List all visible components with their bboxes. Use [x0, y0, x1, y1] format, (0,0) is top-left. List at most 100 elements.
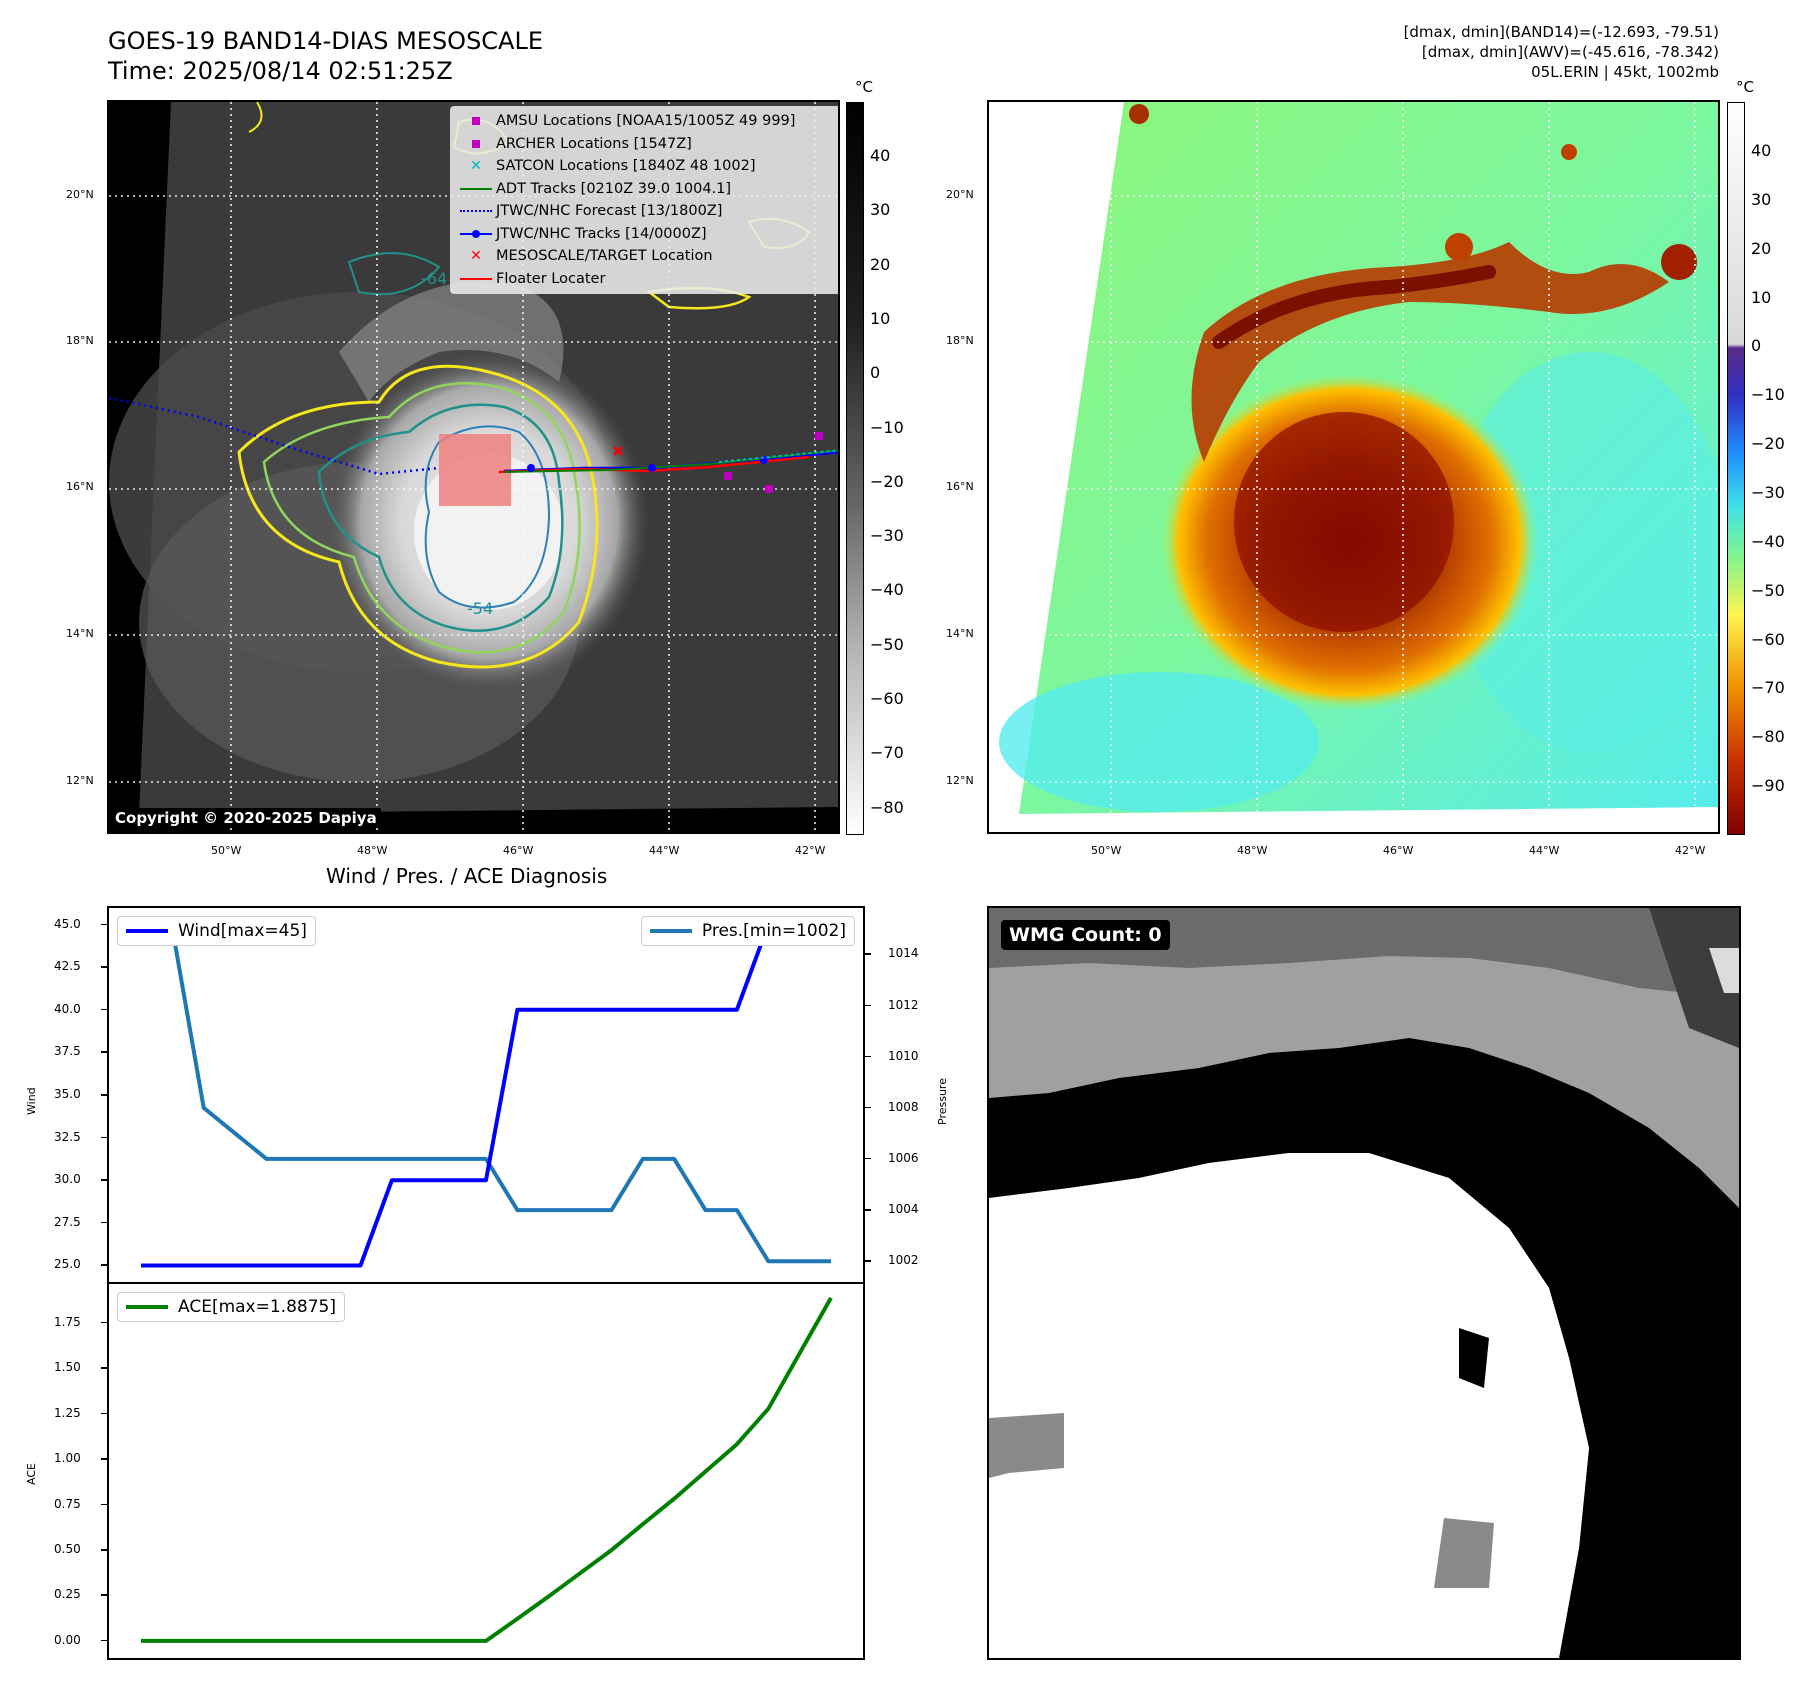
colorbar-tick-label: −50	[1751, 580, 1785, 600]
colorbar-tick-label: 40	[1751, 141, 1772, 160]
colorbar-tick-label: −30	[870, 526, 904, 546]
ace-legend-line	[126, 1305, 168, 1309]
wind-tick-mark	[101, 1136, 107, 1139]
wind-legend-line	[126, 929, 168, 933]
legend-entry: JTWC/NHC Forecast [13/1800Z]	[456, 200, 836, 223]
colorbar-tick-label: −90	[1751, 776, 1785, 796]
wind-tick-mark	[101, 1008, 107, 1011]
wind-tick-mark	[101, 1179, 107, 1181]
colorbar-tick-label: 30	[870, 200, 891, 220]
pressure-legend-label: Pres.[min=1002]	[701, 921, 846, 941]
wind-tick-label: 37.5	[54, 1044, 81, 1059]
legend-entry: ARCHER Locations [1547Z]	[456, 133, 836, 156]
legend-square-symbol	[456, 110, 496, 132]
title-line-2: Time: 2025/08/14 02:51:25Z	[108, 57, 453, 85]
colorbar-tick-label: 20	[1751, 238, 1772, 258]
ace-tick-label: 0.00	[54, 1632, 81, 1647]
wind-legend: Wind[max=45]	[117, 916, 316, 946]
legend-label: ADT Tracks [0210Z 39.0 1004.1]	[496, 180, 732, 197]
legend-label: MESOSCALE/TARGET Location	[496, 248, 713, 265]
ace-tick-label: 0.25	[54, 1587, 81, 1602]
ace-tick-mark	[101, 1458, 107, 1460]
ace-tick-mark	[101, 1412, 107, 1415]
colorbar-tick-label: −60	[870, 689, 904, 708]
colorbar-tick-label: −10	[870, 417, 904, 437]
legend-entry: ADT Tracks [0210Z 39.0 1004.1]	[456, 178, 836, 201]
colorbar-tick-label: 0	[870, 363, 881, 383]
pressure-tick-label: 1008	[888, 1099, 919, 1114]
wind-tick-label: 35.0	[54, 1087, 81, 1101]
wind-tick-label: 40.0	[54, 1001, 81, 1016]
legend-dotted-symbol	[456, 200, 496, 222]
wind-legend-label: Wind[max=45]	[178, 921, 307, 941]
pressure-legend-line	[649, 929, 692, 933]
legend-label: ARCHER Locations [1547Z]	[496, 135, 692, 152]
colorbar-tick-label: −30	[1751, 482, 1785, 502]
lon-label: 44°W	[1529, 844, 1560, 857]
ace-tick-label: 1.00	[54, 1451, 81, 1466]
legend-entry: ✕ MESOSCALE/TARGET Location	[456, 245, 836, 268]
wind-tick-mark	[101, 966, 107, 968]
wmg-panel: WMG Count: 0	[987, 906, 1741, 1660]
ir-map-panel: -64 -54 AMSU Locations [NOAA15/1005Z 49 …	[107, 100, 840, 834]
colorbar-tick-label: 40	[870, 146, 891, 165]
ace-tick-mark	[101, 1549, 107, 1551]
lat-label: 18°N	[66, 334, 94, 347]
ace-tick-label: 0.75	[54, 1496, 81, 1511]
map-legend: AMSU Locations [NOAA15/1005Z 49 999] ARC…	[450, 106, 838, 294]
colorbar-tick-label: −70	[1751, 678, 1785, 698]
ace-legend: ACE[max=1.8875]	[117, 1292, 345, 1322]
pressure-tick-label: 1002	[888, 1253, 919, 1268]
legend-line-dot-symbol	[456, 223, 496, 245]
ace-tick-label: 0.50	[54, 1542, 81, 1557]
colorbar-tick-label: 20	[870, 254, 891, 274]
wind-tick-mark	[101, 1221, 107, 1224]
ace-tick-label: 1.25	[54, 1405, 81, 1420]
colorbar-tick-label: 30	[1751, 189, 1772, 209]
lat-label: 20°N	[66, 188, 94, 201]
dmax-dmin-info: [dmax, dmin](BAND14)=(-12.693, -79.51) […	[1404, 22, 1719, 82]
wind-tick-label: 32.5	[54, 1129, 81, 1144]
wind-tick-mark	[101, 1094, 107, 1096]
legend-entry: JTWC/NHC Tracks [14/0000Z]	[456, 223, 836, 246]
lat-label: 12°N	[66, 774, 94, 787]
wind-tick-label: 25.0	[54, 1257, 81, 1272]
wind-pressure-plot: Wind[max=45] Pres.[min=1002]	[107, 906, 865, 1284]
legend-entry: ✕ SATCON Locations [1840Z 48 1002]	[456, 155, 836, 178]
colorbar-tick-label: −70	[870, 743, 904, 763]
lat-label: 20°N	[946, 188, 974, 201]
legend-entry: AMSU Locations [NOAA15/1005Z 49 999]	[456, 110, 836, 133]
info-awv: [dmax, dmin](AWV)=(-45.616, -78.342)	[1421, 43, 1719, 61]
grayscale-colorbar	[846, 102, 864, 835]
ace-tick-mark	[101, 1594, 107, 1596]
wind-tick-mark	[101, 923, 107, 926]
ace-tick-mark	[101, 1639, 107, 1642]
lon-label: 44°W	[649, 844, 680, 857]
lat-label: 14°N	[946, 627, 974, 640]
pressure-tick-mark	[865, 1260, 871, 1262]
colorbar-tick-label: −10	[1751, 385, 1785, 405]
colorbar-tick-label: −80	[1751, 727, 1785, 747]
ace-tick-label: 1.75	[54, 1314, 81, 1329]
pressure-tick-label: 1006	[888, 1150, 919, 1165]
legend-label: JTWC/NHC Forecast [13/1800Z]	[496, 203, 723, 220]
title-line-1: GOES-19 BAND14-DIAS MESOSCALE	[108, 27, 544, 55]
ace-axis-label: ACE	[25, 1463, 38, 1485]
lat-label: 14°N	[66, 627, 94, 640]
legend-label: AMSU Locations [NOAA15/1005Z 49 999]	[496, 113, 796, 130]
legend-entry: Floater Locater	[456, 268, 836, 291]
lat-label: 18°N	[946, 334, 974, 347]
colorbar-tick-label: −20	[870, 471, 904, 491]
lat-label: 16°N	[66, 480, 94, 493]
legend-label: Floater Locater	[496, 270, 606, 287]
diagnosis-title: Wind / Pres. / ACE Diagnosis	[326, 864, 608, 888]
awv-map-panel	[987, 100, 1720, 834]
ace-plot: ACE[max=1.8875]	[107, 1282, 865, 1660]
lat-label: 16°N	[946, 480, 974, 493]
figure-title: GOES-19 BAND14-DIAS MESOSCALE Time: 2025…	[108, 26, 543, 86]
pressure-tick-mark	[865, 1055, 871, 1058]
legend-x-symbol: ✕	[470, 158, 482, 175]
pressure-tick-mark	[865, 1106, 871, 1109]
wind-pressure-svg	[141, 922, 831, 1268]
ace-tick-label: 1.50	[54, 1360, 81, 1375]
